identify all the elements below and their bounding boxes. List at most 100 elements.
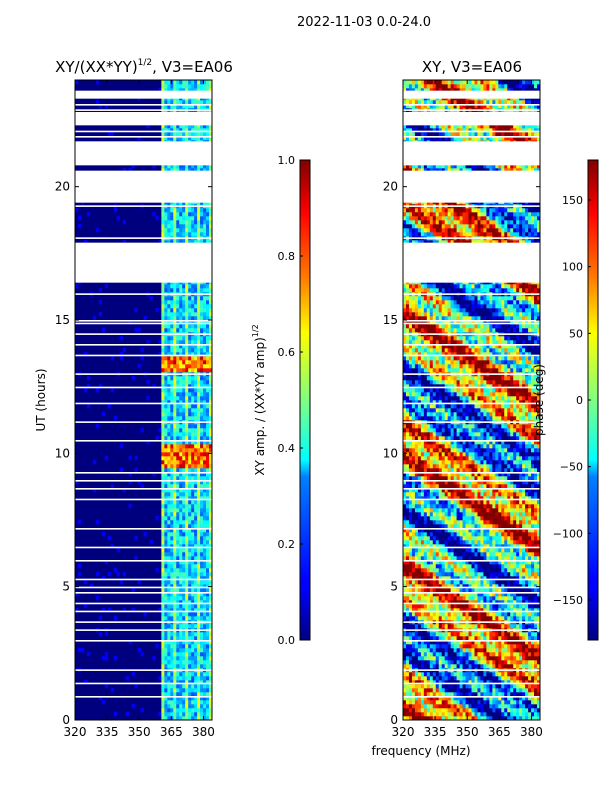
heatmap-cell (438, 716, 443, 721)
heatmap-cell (188, 588, 192, 593)
heatmap-cell (209, 612, 213, 617)
heatmap-cell (420, 576, 425, 581)
heatmap-cell (450, 688, 454, 693)
heatmap-cell (537, 688, 541, 693)
heatmap-cell (489, 596, 493, 601)
heatmap-cell (125, 676, 129, 681)
heatmap-cell (209, 580, 213, 585)
heatmap-cell (209, 388, 213, 393)
heatmap-cell (471, 612, 475, 617)
heatmap-cell (528, 704, 532, 709)
heatmap-cell (200, 344, 204, 349)
heatmap-cell (185, 468, 189, 473)
heatmap-cell (408, 580, 413, 585)
heatmap-cell (477, 548, 481, 553)
heatmap-cell (444, 688, 448, 693)
heatmap-cell (188, 656, 192, 661)
heatmap-cell (188, 708, 192, 713)
heatmap-cell (170, 436, 174, 441)
heatmap-cell (480, 632, 484, 637)
heatmap-cell (155, 568, 159, 573)
heatmap-cell (194, 700, 198, 705)
heatmap-cell (203, 692, 207, 697)
heatmap-cell (173, 360, 177, 365)
heatmap-cell (495, 656, 499, 661)
heatmap-cell (182, 624, 186, 629)
heatmap-cell (534, 660, 538, 665)
heatmap-cell (194, 712, 198, 717)
heatmap-cell (209, 128, 213, 133)
heatmap-cell (185, 412, 189, 417)
heatmap-cell (507, 596, 511, 601)
heatmap-cell (405, 616, 410, 621)
heatmap-cell (510, 656, 514, 661)
heatmap-cell (408, 568, 413, 573)
heatmap-cell (197, 532, 201, 537)
heatmap-cell (101, 576, 106, 581)
heatmap-cell (507, 676, 511, 681)
heatmap-cell (450, 700, 454, 705)
heatmap-cell (441, 568, 445, 573)
heatmap-cell (414, 700, 419, 705)
heatmap-cell (173, 712, 177, 717)
heatmap-cell (528, 680, 532, 685)
heatmap-cell (510, 612, 514, 617)
heatmap-cell (182, 632, 186, 637)
heatmap-cell (194, 692, 198, 697)
heatmap-cell (474, 696, 478, 701)
heatmap-cell (101, 656, 106, 661)
heatmap-cell (95, 228, 100, 233)
heatmap-cell (477, 616, 481, 621)
heatmap-cell (161, 584, 165, 589)
heatmap-cell (143, 532, 147, 537)
heatmap-cell (170, 340, 174, 345)
heatmap-cell (513, 644, 517, 649)
heatmap-cell (179, 532, 183, 537)
heatmap-cell (480, 608, 484, 613)
heatmap-cell (429, 672, 434, 677)
heatmap-cell (134, 456, 138, 461)
heatmap-cell (167, 432, 171, 437)
heatmap-cell (164, 572, 168, 577)
heatmap-cell (411, 552, 416, 557)
heatmap-cell (188, 652, 192, 657)
heatmap-cell (179, 400, 183, 405)
heatmap-cell (176, 604, 180, 609)
heatmap-cell (188, 624, 192, 629)
heatmap-cell (173, 672, 177, 677)
heatmap-cell (185, 460, 189, 465)
heatmap-cell (414, 580, 419, 585)
heatmap-cell (432, 708, 437, 713)
heatmap-cell (197, 476, 201, 481)
heatmap-cell (405, 660, 410, 665)
heatmap-cell (477, 636, 481, 641)
heatmap-cell (206, 392, 210, 397)
heatmap-cell (170, 640, 174, 645)
heatmap-cell (176, 128, 180, 133)
heatmap-cell (188, 344, 192, 349)
flag-line (75, 498, 212, 501)
heatmap-cell (426, 676, 431, 681)
heatmap-cell (200, 240, 204, 245)
heatmap-cell (468, 604, 472, 609)
heatmap-cell (179, 528, 183, 533)
heatmap-cell (179, 376, 183, 381)
heatmap-cell (429, 616, 434, 621)
heatmap-cell (474, 644, 478, 649)
heatmap-cell (191, 560, 195, 565)
heatmap-cell (426, 632, 431, 637)
heatmap-cell (182, 584, 186, 589)
heatmap-cell (170, 428, 174, 433)
heatmap-cell (173, 436, 177, 441)
heatmap-cell (486, 592, 490, 597)
heatmap-cell (417, 556, 422, 561)
heatmap-cell (403, 592, 407, 597)
heatmap-cell (191, 592, 195, 597)
heatmap-cell (531, 704, 535, 709)
heatmap-cell (474, 548, 478, 553)
colorbar-tick-label: 0.4 (278, 442, 296, 455)
heatmap-cell (185, 700, 189, 705)
heatmap-cell (522, 564, 526, 569)
